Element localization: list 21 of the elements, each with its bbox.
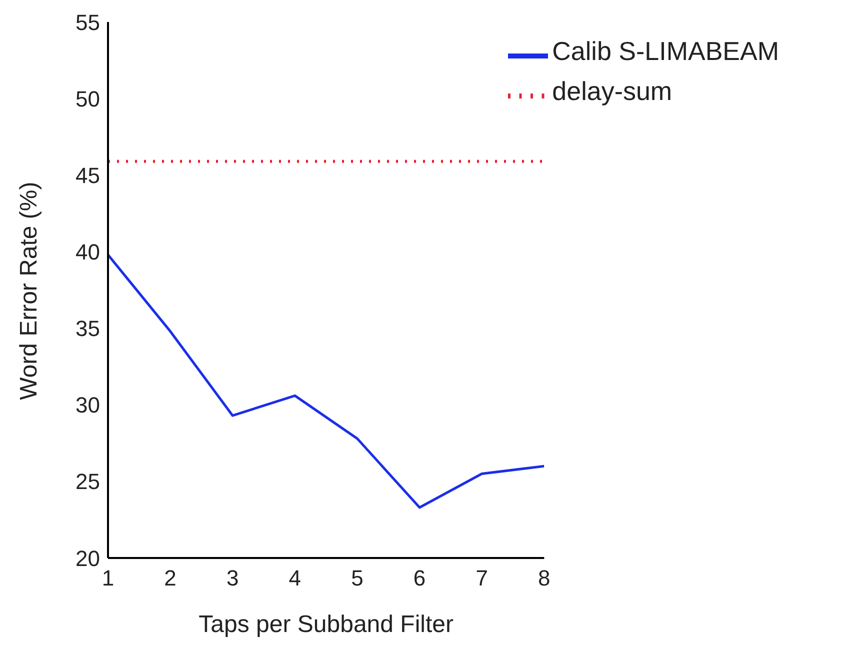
x-tick-label: 1 <box>102 566 114 591</box>
y-tick-label: 45 <box>76 162 100 188</box>
y-tick-label: 55 <box>76 10 100 35</box>
x-axis-title: Taps per Subband Filter <box>198 611 454 638</box>
y-axis-title: Word Error Rate (%) <box>16 182 43 400</box>
legend-label: Calib S-LIMABEAM <box>552 36 779 66</box>
y-tick-label: 35 <box>76 316 100 342</box>
x-tick-label: 4 <box>288 566 302 591</box>
x-tick-label: 6 <box>413 566 426 591</box>
legend-label: delay-sum <box>552 76 672 106</box>
y-tick-label: 30 <box>76 392 100 418</box>
x-tick-label: 2 <box>164 566 176 591</box>
y-tick-label: 25 <box>76 469 100 494</box>
x-tick-label: 7 <box>476 566 488 591</box>
y-tick-label: 20 <box>76 546 100 571</box>
y-tick-label: 50 <box>76 86 100 112</box>
line-series <box>108 254 544 509</box>
x-tick-label: 5 <box>351 566 364 591</box>
x-tick-label: 3 <box>226 566 239 591</box>
y-tick-label: 40 <box>76 240 100 265</box>
x-tick-label: 8 <box>538 566 550 591</box>
